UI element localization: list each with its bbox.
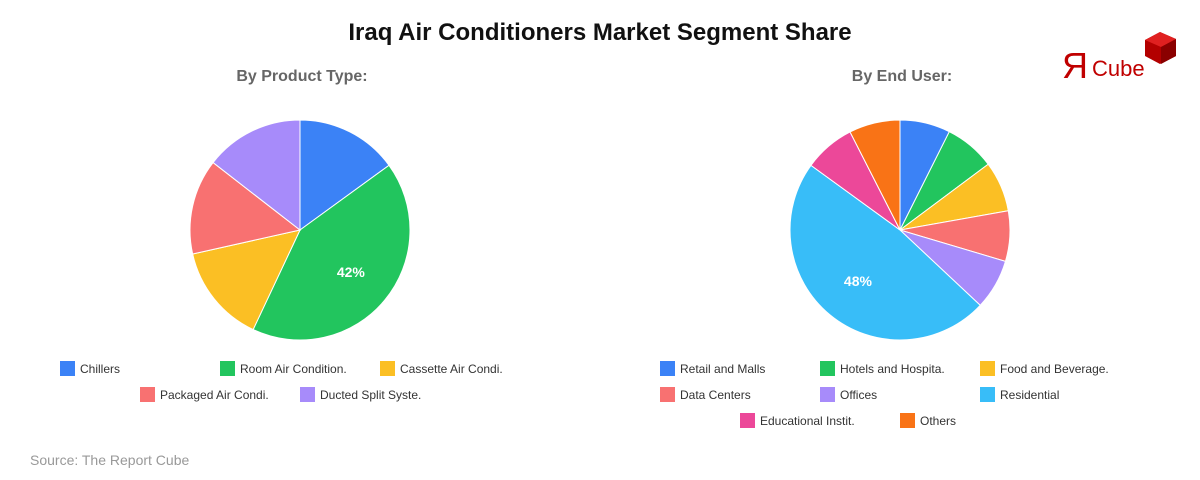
slice-data-label: 48%: [844, 273, 873, 289]
slice-data-label: 42%: [337, 264, 366, 280]
product-type-subtitle: By Product Type:: [236, 68, 368, 85]
legend-label: Ducted Split Syste.: [320, 387, 422, 402]
pie-slice: [790, 164, 981, 340]
legend-item[interactable]: Offices: [820, 387, 877, 402]
svg-text:Я: Я: [1062, 45, 1088, 86]
legend-swatch: [900, 413, 915, 428]
pie-slice: [212, 120, 301, 232]
legend-label: Others: [920, 413, 957, 428]
legend-swatch: [60, 361, 75, 376]
pie-slice: [252, 164, 410, 340]
pie-slice: [849, 120, 901, 231]
legend-item[interactable]: Hotels and Hospita.: [820, 361, 945, 376]
legend-item[interactable]: Retail and Malls: [660, 361, 765, 376]
legend-swatch: [820, 361, 835, 376]
legend-item[interactable]: Chillers: [60, 361, 120, 376]
legend-label: Data Centers: [680, 387, 751, 402]
legend-swatch: [820, 387, 835, 402]
legend-label: Chillers: [80, 361, 121, 376]
legend-label: Cassette Air Condi.: [400, 361, 503, 376]
legend-swatch: [140, 387, 155, 402]
legend-item[interactable]: Ducted Split Syste.: [300, 387, 421, 402]
end-user-pie: 48%: [790, 120, 1010, 340]
legend-swatch: [660, 387, 675, 402]
legend-item[interactable]: Room Air Condition.: [220, 361, 347, 376]
legend-item[interactable]: Packaged Air Condi.: [140, 387, 269, 402]
legend-swatch: [740, 413, 755, 428]
legend-label: Retail and Malls: [680, 361, 766, 376]
legend-swatch: [300, 387, 315, 402]
svg-text:Cube: Cube: [1092, 56, 1145, 81]
chart-title: Iraq Air Conditioners Market Segment Sha…: [348, 19, 852, 46]
legend-label: Hotels and Hospita.: [840, 361, 945, 376]
report-cube-logo: Я Cube: [1060, 28, 1185, 88]
legend-item[interactable]: Data Centers: [660, 387, 751, 402]
legend-swatch: [380, 361, 395, 376]
legend-label: Room Air Condition.: [240, 361, 347, 376]
legend-swatch: [980, 361, 995, 376]
legend-label: Offices: [840, 387, 878, 402]
legend-label: Food and Beverage.: [1000, 361, 1109, 376]
legend-item[interactable]: Educational Instit.: [740, 413, 855, 428]
pie-slice: [299, 120, 390, 231]
pie-slice: [192, 229, 301, 331]
legend-label: Packaged Air Condi.: [160, 387, 269, 402]
legend-label: Residential: [1000, 387, 1060, 402]
product-type-pie: 42%: [190, 120, 410, 340]
legend-item[interactable]: Food and Beverage.: [980, 361, 1109, 376]
legend-swatch: [220, 361, 235, 376]
source-note: Source: The Report Cube: [30, 452, 190, 468]
legend-item[interactable]: Residential: [980, 387, 1059, 402]
legend-swatch: [660, 361, 675, 376]
legend-label: Educational Instit.: [760, 413, 855, 428]
legend-item[interactable]: Others: [900, 413, 956, 428]
legend-item[interactable]: Cassette Air Condi.: [380, 361, 503, 376]
pie-slice: [190, 161, 302, 255]
end-user-subtitle: By End User:: [851, 68, 953, 85]
legend-swatch: [980, 387, 995, 402]
